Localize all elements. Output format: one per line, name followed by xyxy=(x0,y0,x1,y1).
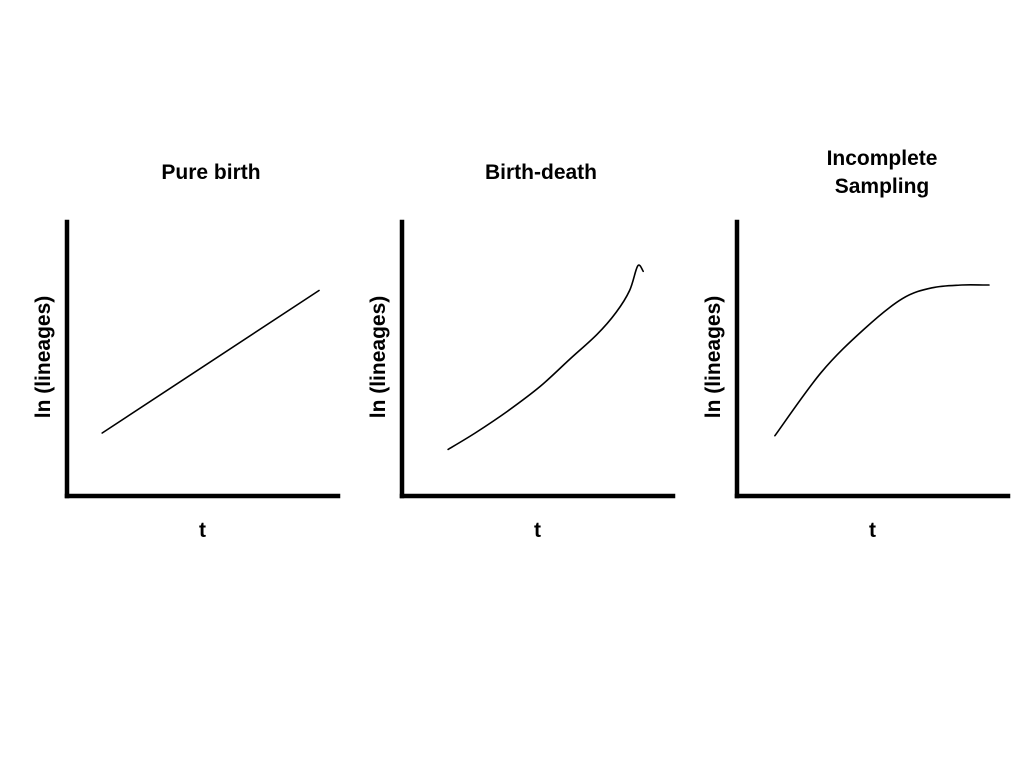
series-line-1 xyxy=(774,284,990,437)
chart-title: Pure birth xyxy=(161,161,260,184)
x-axis-label: t xyxy=(869,519,876,542)
x-axis-label: t xyxy=(199,519,206,542)
y-axis-label: ln (lineages) xyxy=(367,296,390,419)
x-axis-label: t xyxy=(534,519,541,542)
y-axis-label: ln (lineages) xyxy=(32,296,55,419)
chart-panel-1: Pure birth t ln (lineages) xyxy=(32,161,341,542)
series-line-1 xyxy=(101,289,320,434)
chart-title: Incomplete Sampling xyxy=(827,147,938,198)
series-line-1 xyxy=(447,264,644,451)
chart-panel-3: Incomplete Sampling t ln (lineages) xyxy=(702,147,1011,542)
y-axis-label: ln (lineages) xyxy=(702,296,725,419)
chart-panel-2: Birth-death t ln (lineages) xyxy=(367,161,676,542)
chart-title: Birth-death xyxy=(485,161,597,184)
